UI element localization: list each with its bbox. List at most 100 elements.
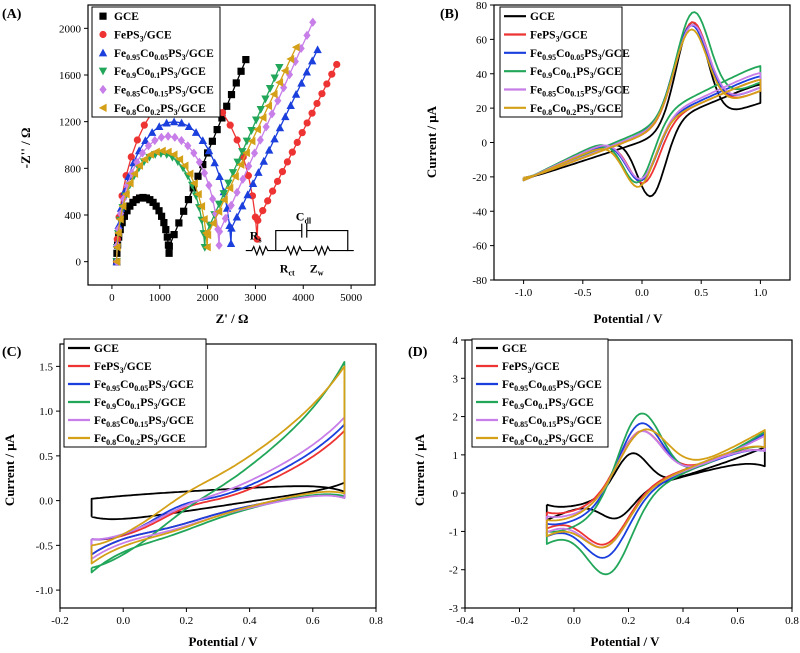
y-tick-label: 1.5	[39, 361, 53, 373]
data-point	[291, 89, 301, 98]
data-point	[274, 96, 282, 106]
y-tick-label: 0	[76, 257, 82, 269]
legend-label: Fe0.8Co0.2PS3/GCE	[502, 433, 594, 447]
data-point	[194, 172, 202, 180]
legend-label: Fe0.9Co0.1PS3/GCE	[94, 397, 186, 411]
data-point	[253, 235, 261, 243]
data-point	[118, 202, 127, 211]
data-point	[291, 43, 300, 52]
data-point	[208, 219, 217, 228]
series-line	[522, 28, 762, 188]
data-point	[157, 146, 166, 156]
legend-label: Fe0.85Co0.15PS3/GCE	[502, 415, 602, 429]
legend-label: Fe0.85Co0.15PS3/GCE	[114, 85, 214, 99]
x-tick-label: 0.0	[116, 615, 130, 627]
y-tick-label: 80	[476, 0, 488, 12]
data-point	[184, 141, 192, 151]
data-point	[193, 189, 202, 199]
data-point	[195, 157, 204, 167]
data-point	[245, 161, 253, 171]
data-point	[118, 219, 126, 227]
data-point	[265, 85, 275, 93]
panel-d: -0.4 -0.2 0.0 0.2 0.4 0.6 0.8 -3 -2 -1 0 1 2 3 4 (D) Pot…	[408, 335, 799, 649]
zw-label: Zw	[310, 262, 324, 278]
y-tick-label: -3	[449, 603, 459, 615]
plot-frame	[59, 343, 377, 609]
y-tick-label: -80	[472, 275, 487, 287]
data-point	[165, 242, 173, 250]
data-point	[123, 207, 131, 215]
x-axis-title: Potential / V	[188, 634, 258, 649]
y-axis-title: Current / μA	[424, 105, 439, 178]
x-tick-label: 0.0	[567, 615, 581, 627]
data-point	[219, 195, 228, 205]
legend-label: GCE	[94, 343, 119, 355]
data-point	[259, 156, 268, 165]
x-tick-label: 4000	[292, 292, 315, 304]
data-point	[130, 169, 139, 178]
data-point	[248, 179, 258, 188]
data-point	[323, 80, 331, 88]
data-point	[144, 141, 153, 151]
y-tick-label: 800	[65, 163, 82, 175]
data-point	[256, 135, 264, 145]
series-line	[545, 446, 766, 521]
data-point	[227, 223, 236, 232]
data-point	[259, 207, 267, 215]
x-axis-title: Potential / V	[590, 634, 660, 649]
data-point	[115, 215, 124, 224]
data-point	[293, 138, 301, 147]
data-point	[208, 137, 216, 145]
data-point	[157, 132, 166, 142]
data-point	[269, 187, 277, 195]
x-tick-label: 0.2	[622, 615, 636, 627]
data-point	[185, 169, 194, 178]
data-point	[254, 168, 263, 176]
x-tick-label: 0.4	[676, 615, 690, 627]
panel-label: (C)	[2, 345, 22, 360]
data-point	[286, 101, 295, 109]
legend-label: Fe0.9Co0.1PS3/GCE	[114, 66, 206, 80]
cdl-label: Cdl	[296, 210, 312, 226]
data-point	[283, 158, 292, 166]
x-tick-label: 0.5	[694, 287, 708, 299]
y-tick-label: 2000	[59, 23, 82, 35]
data-point	[280, 83, 288, 93]
data-point	[171, 132, 179, 142]
y-tick-label: 0	[482, 138, 488, 150]
data-point	[125, 179, 134, 188]
legend-label: Fe0.85Co0.15PS3/GCE	[530, 85, 630, 99]
x-tick-label: 0.8	[785, 615, 799, 627]
data-point	[238, 201, 247, 210]
data-point	[165, 249, 173, 257]
data-point	[247, 127, 256, 135]
data-point	[141, 136, 150, 145]
data-point	[261, 95, 270, 104]
series-line	[90, 365, 346, 565]
data-point	[175, 219, 183, 227]
data-point	[270, 134, 279, 143]
data-point	[98, 103, 107, 113]
y-tick-label: 1600	[59, 70, 82, 82]
data-point	[288, 148, 296, 156]
data-point	[244, 172, 252, 180]
equivalent-circuit: Rs Cdl Rct Zw	[245, 210, 354, 278]
data-point	[127, 153, 135, 161]
y-tick-label: -20	[472, 172, 487, 184]
legend-box	[91, 6, 221, 118]
legend-label: GCE	[530, 11, 555, 23]
data-point	[242, 148, 250, 158]
data-point	[162, 118, 171, 127]
rct-zw-branch	[275, 244, 348, 257]
data-point	[215, 226, 224, 237]
legend-label: FePS3/GCE	[94, 361, 152, 375]
series-line	[90, 416, 346, 560]
data-point	[219, 190, 228, 198]
data-point	[184, 196, 193, 204]
data-point	[140, 121, 148, 129]
x-tick-label: -0.4	[456, 615, 474, 627]
data-point	[200, 168, 209, 178]
y-tick-label: 0.0	[39, 496, 53, 508]
data-point	[218, 109, 227, 117]
